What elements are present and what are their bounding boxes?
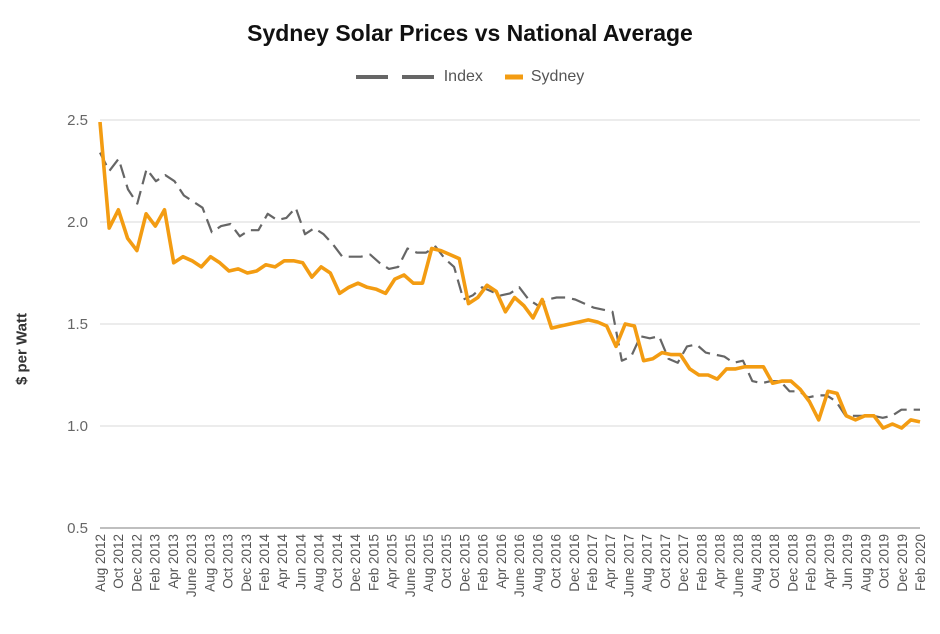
x-tick-label: June 2016	[512, 534, 527, 597]
x-tick-label: June 2017	[621, 534, 636, 597]
x-tick-label: Apr 2013	[166, 534, 181, 589]
x-tick-label: Oct 2019	[877, 534, 892, 589]
legend-label-index: Index	[443, 68, 483, 85]
legend: Index Sydney	[0, 68, 940, 86]
gridlines	[100, 119, 920, 529]
x-tick-label: Feb 2018	[694, 534, 709, 591]
x-tick-label: Apr 2018	[713, 534, 728, 589]
x-tick-label: June 2015	[403, 534, 418, 597]
x-tick-label: Dec 2017	[676, 534, 691, 592]
x-tick-label: Feb 2014	[257, 534, 272, 592]
legend-swatch-index	[355, 75, 436, 79]
series-line-sydney	[98, 121, 921, 430]
x-tick-label: Oct 2012	[111, 534, 126, 589]
x-tick-label: Feb 2016	[476, 534, 491, 591]
x-tick-label: Dec 2014	[348, 534, 363, 592]
x-tick-label: Oct 2014	[330, 534, 345, 589]
y-tick-label: 1.0	[67, 418, 88, 435]
x-tick-label: Oct 2018	[767, 534, 782, 589]
x-tick-label: Aug 2012	[93, 534, 108, 592]
x-axis-ticks: Aug 2012 Oct 2012 Dec 2012 Feb 2013 Apr 2013…	[93, 534, 928, 598]
legend-label-sydney: Sydney	[530, 68, 585, 85]
x-tick-label: Apr 2016	[494, 534, 509, 589]
x-tick-label: Oct 2015	[439, 534, 454, 589]
x-tick-label: Aug 2019	[858, 534, 873, 592]
x-tick-label: Apr 2019	[822, 534, 837, 589]
x-tick-label: Dec 2013	[239, 534, 254, 592]
x-tick-label: June 2013	[184, 534, 199, 597]
chart-title: Sydney Solar Prices vs National Average	[247, 20, 693, 46]
series-lines	[98, 121, 921, 430]
x-tick-label: Jun 2019	[840, 534, 855, 590]
y-axis-ticks: 0.5 1.0 1.5 2.0 2.5	[67, 112, 88, 537]
legend-item-sydney[interactable]: Sydney	[504, 68, 585, 86]
legend-item-index[interactable]: Index	[355, 68, 483, 86]
x-tick-label: June 2018	[731, 534, 746, 597]
x-tick-label: Jun 2014	[293, 534, 308, 590]
y-tick-label: 2.0	[67, 214, 88, 231]
x-tick-label: Feb 2013	[148, 534, 163, 591]
x-tick-label: Aug 2016	[530, 534, 545, 592]
x-tick-label: Aug 2015	[421, 534, 436, 592]
x-tick-label: Oct 2016	[549, 534, 564, 589]
legend-swatch-sydney	[504, 74, 523, 80]
x-tick-label: Apr 2014	[275, 534, 290, 589]
series-line-index	[99, 152, 920, 419]
x-tick-label: Feb 2019	[804, 534, 819, 591]
x-tick-label: Oct 2013	[221, 534, 236, 589]
x-tick-label: Dec 2012	[129, 534, 144, 592]
x-tick-label: Dec 2018	[785, 534, 800, 592]
x-tick-label: Aug 2013	[202, 534, 217, 592]
x-tick-label: Oct 2017	[658, 534, 673, 589]
x-tick-label: Dec 2016	[567, 534, 582, 592]
x-tick-label: Aug 2017	[640, 534, 655, 592]
x-tick-label: Apr 2015	[385, 534, 400, 589]
y-tick-label: 2.5	[67, 112, 88, 129]
x-tick-label: Dec 2019	[895, 534, 910, 592]
y-tick-label: 1.5	[67, 316, 88, 333]
x-tick-label: Feb 2015	[366, 534, 381, 591]
x-tick-label: Apr 2017	[603, 534, 618, 589]
x-tick-label: Aug 2018	[749, 534, 764, 592]
x-tick-label: Dec 2015	[457, 534, 472, 592]
y-tick-label: 0.5	[67, 520, 88, 537]
x-tick-label: Feb 2017	[585, 534, 600, 591]
x-tick-label: Aug 2014	[312, 534, 327, 592]
x-tick-label: Feb 2020	[913, 534, 928, 591]
